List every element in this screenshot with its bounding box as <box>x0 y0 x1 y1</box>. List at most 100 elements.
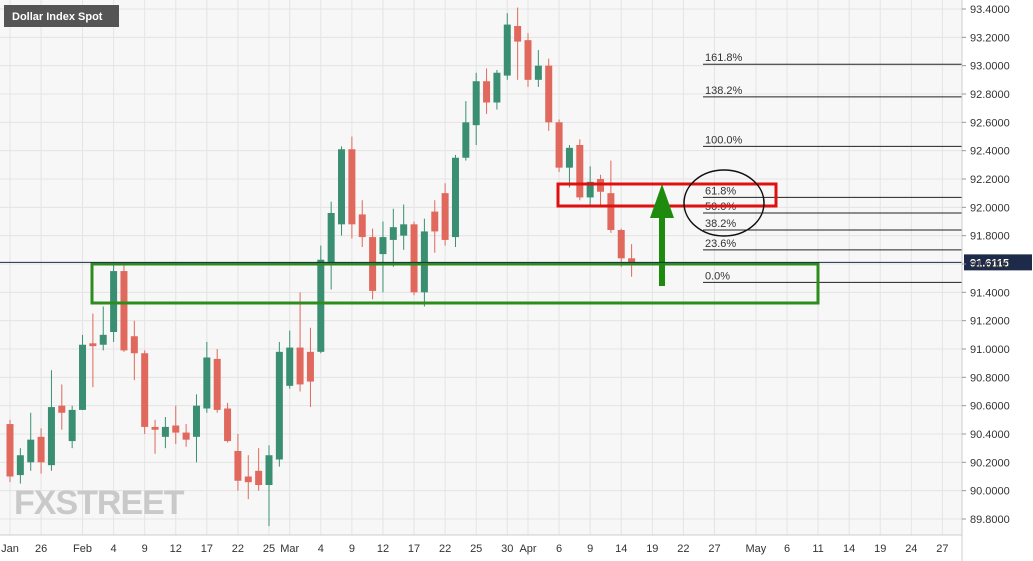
plot-background <box>0 0 962 535</box>
candle-body <box>493 72 501 103</box>
candle-body <box>451 157 459 238</box>
candle-body <box>379 237 387 255</box>
candle-body <box>16 455 24 476</box>
chart-title: Dollar Index Spot <box>12 11 103 23</box>
candle-body <box>213 358 221 410</box>
candle-body <box>514 25 522 42</box>
y-tick-label: 93.0000 <box>970 61 1010 73</box>
fib-level-label: 61.8% <box>705 185 736 197</box>
y-tick-label: 90.6000 <box>970 401 1010 413</box>
x-tick-label: 12 <box>377 543 389 555</box>
x-tick-label: 19 <box>874 543 886 555</box>
candle-body <box>27 439 35 463</box>
y-tick-label: 92.2000 <box>970 174 1010 186</box>
x-tick-label: 17 <box>408 543 420 555</box>
y-tick-label: 90.0000 <box>970 486 1010 498</box>
candle-body <box>628 258 636 263</box>
fib-level-label: 100.0% <box>705 134 743 146</box>
candle-body <box>244 476 252 483</box>
candle-body <box>89 343 97 347</box>
candle-body <box>37 436 45 463</box>
y-tick-label: 93.2000 <box>970 32 1010 44</box>
candle-body <box>327 212 335 263</box>
x-tick-label: 27 <box>708 543 720 555</box>
candle-body <box>151 426 159 430</box>
candle-body <box>58 405 66 413</box>
x-tick-label: 9 <box>587 543 593 555</box>
candle-body <box>524 40 532 80</box>
candle-body <box>192 405 200 437</box>
candle-body <box>586 181 594 198</box>
y-tick-label: 90.2000 <box>970 457 1010 469</box>
candle-body <box>161 426 169 437</box>
y-tick-label: 91.8000 <box>970 231 1010 243</box>
candle-body <box>400 224 408 236</box>
candle-body <box>265 455 273 485</box>
candle-body <box>576 144 584 198</box>
fib-level-label: 23.6% <box>705 238 736 250</box>
y-tick-label: 92.4000 <box>970 146 1010 158</box>
candle-body <box>296 347 304 385</box>
candle-body <box>68 409 76 442</box>
candle-body <box>431 211 439 232</box>
x-tick-label: 9 <box>349 543 355 555</box>
y-tick-label: 91.4000 <box>970 287 1010 299</box>
x-tick-label: 22 <box>439 543 451 555</box>
candle-body <box>172 425 180 433</box>
candle-body <box>534 65 542 80</box>
fib-level-label: 138.2% <box>705 85 743 97</box>
y-tick-label: 92.6000 <box>970 117 1010 129</box>
x-tick-label: 22 <box>677 543 689 555</box>
candle-body <box>120 271 128 351</box>
candle-body <box>472 81 480 126</box>
x-tick-label: 9 <box>142 543 148 555</box>
candle-body <box>483 81 491 103</box>
candle-body <box>306 351 314 382</box>
candle-body <box>6 424 14 477</box>
candle-body <box>224 408 232 442</box>
x-tick-label: 19 <box>646 543 658 555</box>
candle-body <box>203 357 211 409</box>
x-tick-label: Mar <box>280 543 299 555</box>
fib-level-label: 0.0% <box>705 270 730 282</box>
x-tick-label: 30 <box>501 543 513 555</box>
last-price-label: 91.6115 <box>970 257 1009 269</box>
x-tick-label: 17 <box>201 543 213 555</box>
x-tick-label: 14 <box>843 543 855 555</box>
y-tick-label: 91.6000 <box>970 259 1010 271</box>
x-tick-label: 24 <box>905 543 917 555</box>
candle-body <box>565 147 573 168</box>
x-tick-label: Feb <box>73 543 92 555</box>
x-tick-label: 4 <box>111 543 117 555</box>
candle-body <box>441 193 449 240</box>
x-tick-label: 27 <box>936 543 948 555</box>
x-tick-label: May <box>746 543 767 555</box>
arrow <box>650 184 674 286</box>
y-tick-label: 92.0000 <box>970 202 1010 214</box>
candle-body <box>462 122 470 158</box>
x-tick-label: 14 <box>615 543 627 555</box>
candle-body <box>503 24 511 76</box>
candle-body <box>255 470 263 485</box>
x-tick-label: 25 <box>263 543 275 555</box>
candle-body <box>389 227 397 240</box>
fib-level-label: 161.8% <box>705 52 743 64</box>
highlight-ellipse <box>683 169 765 237</box>
candle-body <box>617 229 625 259</box>
last-price-box <box>964 254 1032 271</box>
y-tick-label: 90.4000 <box>970 429 1010 441</box>
y-tick-label: 92.8000 <box>970 89 1010 101</box>
candle-body <box>275 351 283 460</box>
candle-body <box>141 353 149 427</box>
candle-body <box>99 334 107 345</box>
candle-body <box>47 407 55 466</box>
candle-body <box>182 432 190 440</box>
candle-body <box>410 224 418 293</box>
candle-body <box>607 193 615 230</box>
candle-body <box>317 259 325 352</box>
x-tick-label: 4 <box>318 543 324 555</box>
candle-body <box>555 122 563 168</box>
x-tick-label: 25 <box>470 543 482 555</box>
x-tick-label: Jan <box>1 543 19 555</box>
